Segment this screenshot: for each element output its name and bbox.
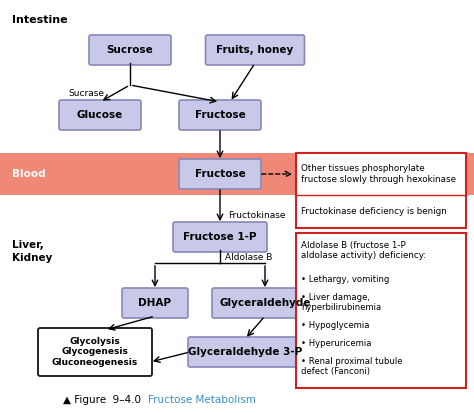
FancyBboxPatch shape — [38, 328, 152, 376]
Text: Fructose: Fructose — [195, 110, 246, 120]
Text: Fructose: Fructose — [195, 169, 246, 179]
Text: Fruits, honey: Fruits, honey — [216, 45, 293, 55]
Text: • Hypoglycemia: • Hypoglycemia — [301, 321, 370, 330]
Text: Sucrose: Sucrose — [107, 45, 154, 55]
Text: Sucrase: Sucrase — [68, 88, 104, 97]
FancyBboxPatch shape — [206, 35, 304, 65]
Text: Kidney: Kidney — [12, 253, 52, 263]
Bar — [296, 153, 466, 195]
FancyBboxPatch shape — [179, 100, 261, 130]
Text: DHAP: DHAP — [138, 298, 172, 308]
Text: Fructokinase: Fructokinase — [228, 211, 285, 221]
Text: Glyceraldehyde: Glyceraldehyde — [219, 298, 311, 308]
FancyBboxPatch shape — [89, 35, 171, 65]
Text: ▲ Figure  9–4.0: ▲ Figure 9–4.0 — [64, 395, 148, 405]
Text: • Liver damage,
hyperbilirubinemia: • Liver damage, hyperbilirubinemia — [301, 293, 381, 312]
Text: Glucose: Glucose — [77, 110, 123, 120]
Bar — [0, 153, 474, 195]
FancyBboxPatch shape — [188, 337, 302, 367]
Text: Intestine: Intestine — [12, 15, 68, 25]
Text: Aldolase B: Aldolase B — [225, 254, 273, 263]
Text: Blood: Blood — [12, 169, 46, 179]
FancyBboxPatch shape — [296, 153, 466, 228]
FancyBboxPatch shape — [296, 233, 466, 388]
FancyBboxPatch shape — [173, 222, 267, 252]
FancyBboxPatch shape — [59, 100, 141, 130]
Text: Liver,: Liver, — [12, 240, 44, 250]
Text: Fructose Metabolism: Fructose Metabolism — [148, 395, 256, 405]
FancyBboxPatch shape — [122, 288, 188, 318]
Text: Aldolase B (fructose 1-P
aldolase activity) deficiency:: Aldolase B (fructose 1-P aldolase activi… — [301, 241, 426, 261]
Text: Glyceraldehyde 3-P: Glyceraldehyde 3-P — [188, 347, 302, 357]
Text: • Hyperuricemia: • Hyperuricemia — [301, 339, 372, 348]
Text: Other tissues phosphorylate
fructose slowly through hexokinase: Other tissues phosphorylate fructose slo… — [301, 164, 456, 184]
Text: Glycolysis
Glycogenesis
Gluconeogenesis: Glycolysis Glycogenesis Gluconeogenesis — [52, 337, 138, 367]
Text: • Lethargy, vomiting: • Lethargy, vomiting — [301, 275, 389, 284]
Text: • Renal proximal tubule
defect (Fanconi): • Renal proximal tubule defect (Fanconi) — [301, 357, 402, 376]
Text: Fructose 1-P: Fructose 1-P — [183, 232, 257, 242]
Text: Fructokinase deficiency is benign: Fructokinase deficiency is benign — [301, 206, 447, 216]
FancyBboxPatch shape — [179, 159, 261, 189]
FancyBboxPatch shape — [212, 288, 318, 318]
